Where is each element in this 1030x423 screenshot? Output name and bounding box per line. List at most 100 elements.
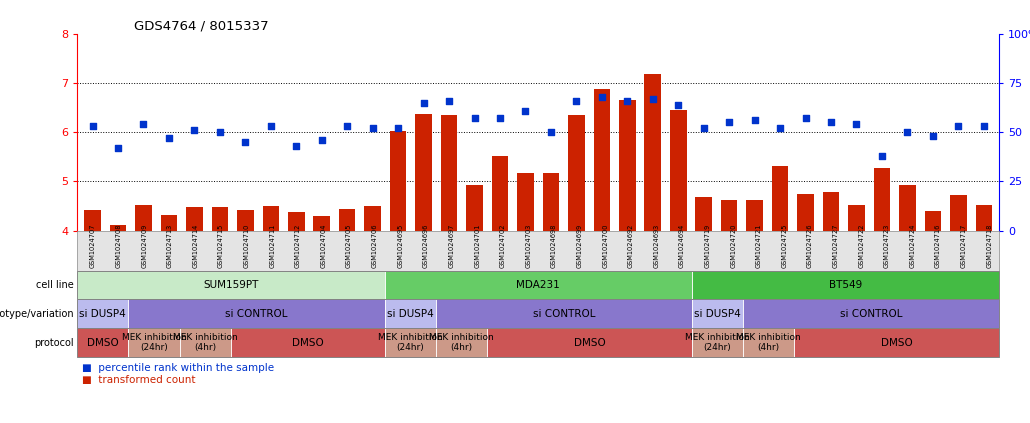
Text: si CONTROL: si CONTROL (226, 309, 287, 319)
Bar (161, 215, 177, 231)
Text: DMSO: DMSO (881, 338, 913, 348)
Text: GSM1024696: GSM1024696 (423, 224, 428, 268)
Text: GSM1024715: GSM1024715 (218, 224, 225, 268)
Text: si DUSP4: si DUSP4 (387, 309, 434, 319)
Text: si DUSP4: si DUSP4 (79, 309, 127, 319)
Text: GSM1024704: GSM1024704 (320, 224, 327, 268)
Point (313, 137, 330, 143)
Point (975, 123, 992, 130)
Point (237, 139, 253, 146)
Text: GSM1024701: GSM1024701 (474, 224, 480, 268)
Point (339, 123, 355, 130)
Point (365, 125, 381, 132)
Bar (823, 192, 839, 231)
Bar (950, 195, 966, 231)
Point (110, 145, 127, 151)
Point (899, 129, 916, 136)
Text: DMSO: DMSO (291, 338, 323, 348)
Text: GSM1024727: GSM1024727 (832, 224, 838, 268)
Bar (695, 197, 712, 231)
Text: DMSO: DMSO (87, 338, 118, 348)
Bar (237, 210, 253, 231)
Text: GSM1024706: GSM1024706 (372, 224, 378, 268)
Text: GSM1024692: GSM1024692 (628, 224, 633, 268)
Text: GSM1024722: GSM1024722 (858, 224, 864, 268)
Text: GSM1024716: GSM1024716 (935, 224, 941, 268)
Text: ■  percentile rank within the sample: ■ percentile rank within the sample (82, 363, 275, 374)
Bar (849, 205, 865, 231)
Point (467, 115, 483, 122)
Point (263, 123, 279, 130)
Bar (339, 209, 355, 231)
Bar (389, 131, 407, 231)
Text: si CONTROL: si CONTROL (839, 309, 902, 319)
Text: GSM1024697: GSM1024697 (448, 224, 454, 268)
Point (619, 97, 636, 104)
Point (695, 125, 712, 132)
Text: GSM1024721: GSM1024721 (756, 224, 762, 268)
Point (84, 123, 101, 130)
Bar (491, 156, 508, 231)
Point (593, 93, 610, 100)
Text: GSM1024710: GSM1024710 (244, 224, 249, 268)
Text: GSM1024714: GSM1024714 (193, 224, 199, 268)
Bar (211, 207, 228, 231)
Text: MEK inhibition
(4hr): MEK inhibition (4hr) (736, 333, 801, 352)
Point (543, 129, 559, 136)
Text: BT549: BT549 (829, 280, 862, 290)
Text: genotype/variation: genotype/variation (0, 309, 74, 319)
Text: GDS4764 / 8015337: GDS4764 / 8015337 (134, 19, 269, 32)
Text: GSM1024695: GSM1024695 (398, 224, 404, 268)
Text: GSM1024709: GSM1024709 (141, 224, 147, 268)
Bar (467, 185, 483, 231)
Bar (543, 173, 559, 231)
Text: GSM1024718: GSM1024718 (987, 224, 992, 268)
Point (823, 119, 839, 126)
Text: GSM1024699: GSM1024699 (577, 224, 583, 268)
Point (186, 127, 203, 134)
Bar (747, 200, 763, 231)
Point (747, 117, 763, 124)
Point (569, 97, 585, 104)
Text: GSM1024719: GSM1024719 (705, 224, 711, 268)
Point (873, 152, 890, 159)
Text: GSM1024720: GSM1024720 (730, 224, 736, 268)
Text: GSM1024723: GSM1024723 (884, 224, 890, 268)
Text: GSM1024694: GSM1024694 (679, 224, 685, 268)
Bar (670, 110, 687, 231)
Text: GSM1024693: GSM1024693 (653, 224, 659, 268)
Bar (263, 206, 279, 231)
Bar (365, 206, 381, 231)
Text: si DUSP4: si DUSP4 (694, 309, 741, 319)
Bar (975, 205, 992, 231)
Text: MEK inhibition
(24hr): MEK inhibition (24hr) (378, 333, 443, 352)
Point (390, 125, 407, 132)
Text: MEK inhibition
(4hr): MEK inhibition (4hr) (173, 333, 238, 352)
Point (670, 101, 686, 108)
Text: MEK inhibition
(24hr): MEK inhibition (24hr) (122, 333, 186, 352)
Point (645, 95, 661, 102)
Text: GSM1024726: GSM1024726 (808, 224, 813, 268)
Point (849, 121, 865, 128)
Text: GSM1024700: GSM1024700 (603, 224, 608, 268)
Bar (569, 115, 585, 231)
Bar (899, 185, 916, 231)
Bar (645, 74, 661, 231)
Text: GSM1024703: GSM1024703 (525, 224, 531, 268)
Point (415, 99, 432, 106)
Bar (721, 200, 737, 231)
Text: MEK inhibition
(4hr): MEK inhibition (4hr) (428, 333, 493, 352)
Text: GSM1024711: GSM1024711 (269, 224, 275, 268)
Text: GSM1024707: GSM1024707 (90, 224, 96, 268)
Text: GSM1024713: GSM1024713 (167, 224, 173, 268)
Point (161, 135, 177, 141)
Point (441, 97, 457, 104)
Point (517, 107, 534, 114)
Bar (415, 114, 432, 231)
Bar (593, 89, 610, 231)
Point (950, 123, 966, 130)
Bar (110, 225, 127, 231)
Text: GSM1024702: GSM1024702 (500, 224, 506, 268)
Text: GSM1024724: GSM1024724 (909, 224, 916, 268)
Text: DMSO: DMSO (574, 338, 606, 348)
